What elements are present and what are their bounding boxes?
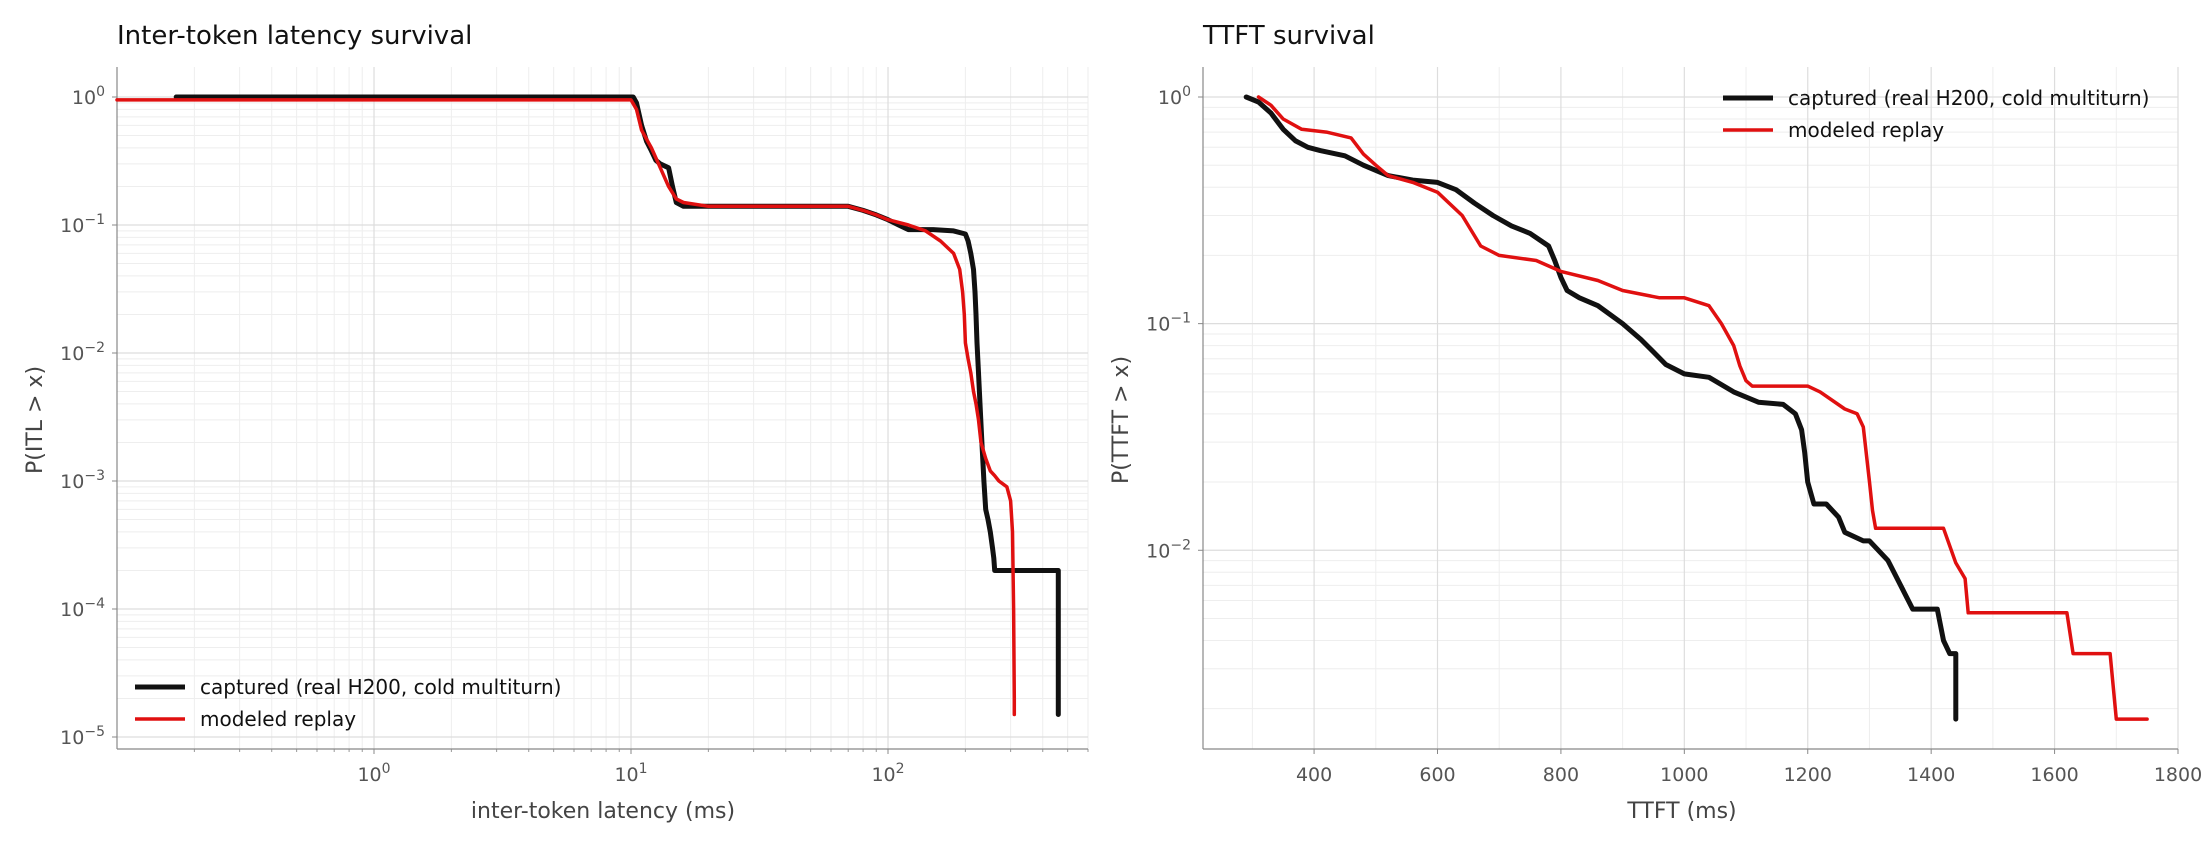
x-tick-label: 1800 [2154,764,2202,786]
series-line-modeled [1256,95,2149,721]
legend: captured (real H200, cold multiturn) mod… [1723,86,2149,142]
chart-title: Inter-token latency survival [117,21,472,51]
axes: 100 10−1 10−2 10−3 10−4 10−5 100 101 102 [60,67,1089,786]
chart-title: TTFT survival [1202,21,1375,51]
x-tick-label: 102 [871,761,904,786]
x-axis-label: inter-token latency (ms) [471,799,735,824]
grid [117,67,1089,749]
y-tick-label: 10−1 [60,212,105,237]
y-tick-label: 10−5 [60,724,105,749]
x-tick-label: 101 [614,761,647,786]
y-axis-label: P(TTFT > x) [1109,356,1134,484]
y-tick-label: 10−1 [1146,311,1191,336]
series-line-captured [173,94,1061,717]
axes: 100 10−1 10−2 400 600 800 1000 1200 1400 1600 1800 [1146,67,2202,786]
x-tick-label: 1200 [1784,764,1832,786]
series-line-modeled [115,98,1017,717]
y-tick-label: 10−2 [60,340,105,365]
x-tick-label: 400 [1296,764,1332,786]
legend-label-captured: captured (real H200, cold multiturn) [200,675,561,699]
x-tick-label: 1400 [1907,764,1955,786]
x-tick-label: 1000 [1660,764,1708,786]
y-tick-label: 10−3 [60,468,105,493]
legend-label-modeled: modeled replay [1788,118,1944,142]
y-tick-label: 100 [72,84,105,109]
itl-survival-panel: Inter-token latency survival 100 10−1 10−2… [23,21,1089,824]
y-axis-label: P(ITL > x) [23,366,48,474]
ttft-survival-panel: TTFT survival 100 10−1 10−2 400 600 800 1000 12… [1109,21,2202,824]
y-tick-label: 10−2 [1146,537,1191,562]
x-tick-label: 600 [1419,764,1455,786]
x-axis-label: TTFT (ms) [1626,799,1736,824]
series-line-captured [1243,94,1959,722]
x-tick-label: 1600 [2030,764,2078,786]
legend-label-captured: captured (real H200, cold multiturn) [1788,86,2149,110]
series-layer [1243,94,2149,722]
legend: captured (real H200, cold multiturn) mod… [135,675,561,731]
grid [1203,67,2179,749]
legend-label-modeled: modeled replay [200,707,356,731]
x-tick-label: 800 [1543,764,1579,786]
y-tick-label: 100 [1158,84,1191,109]
y-tick-label: 10−4 [60,596,105,621]
series-layer [115,94,1061,717]
x-tick-label: 100 [357,761,390,786]
